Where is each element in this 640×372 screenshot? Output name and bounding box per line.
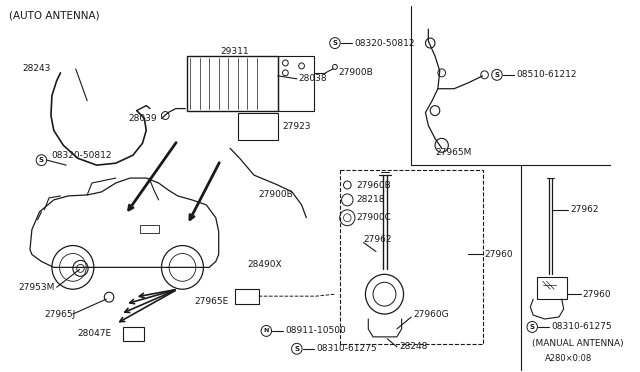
Text: S: S <box>495 72 499 78</box>
Text: S: S <box>39 157 44 163</box>
Text: 29311: 29311 <box>221 46 249 55</box>
Text: 27953M: 27953M <box>19 283 55 292</box>
Bar <box>124 327 145 341</box>
Text: 28248: 28248 <box>400 342 428 351</box>
Text: (MANUAL ANTENNA): (MANUAL ANTENNA) <box>532 339 624 348</box>
Bar <box>340 170 483 344</box>
Text: A280×0:08: A280×0:08 <box>545 354 592 363</box>
Bar <box>188 56 278 110</box>
Bar <box>278 56 314 110</box>
Text: 28243: 28243 <box>22 64 51 73</box>
Text: S: S <box>332 40 337 46</box>
Text: 27900B: 27900B <box>259 190 294 199</box>
Text: N: N <box>264 328 269 333</box>
Bar <box>235 289 259 304</box>
Text: 28490X: 28490X <box>247 260 282 269</box>
Text: 28218: 28218 <box>356 195 385 204</box>
Text: 28039: 28039 <box>128 114 157 123</box>
Text: 28047E: 28047E <box>77 329 112 339</box>
Text: 28038: 28038 <box>299 74 327 83</box>
Text: (AUTO ANTENNA): (AUTO ANTENNA) <box>9 10 100 20</box>
Text: 27965J: 27965J <box>44 310 76 318</box>
Text: 08911-10500: 08911-10500 <box>285 326 346 336</box>
Text: 08320-50812: 08320-50812 <box>354 39 415 48</box>
Text: 08320-50812: 08320-50812 <box>51 151 111 160</box>
Bar <box>537 277 568 299</box>
Text: 27962: 27962 <box>570 205 599 214</box>
Text: 27923: 27923 <box>282 122 311 131</box>
Text: 27960G: 27960G <box>413 310 449 318</box>
Text: 27900C: 27900C <box>356 213 391 222</box>
Text: 27960: 27960 <box>583 290 611 299</box>
Text: S: S <box>530 324 534 330</box>
Text: 27960B: 27960B <box>356 180 390 189</box>
Text: 27960: 27960 <box>484 250 513 259</box>
Text: 08310-61275: 08310-61275 <box>551 323 612 331</box>
Bar <box>140 225 159 232</box>
Text: 27962: 27962 <box>364 235 392 244</box>
Bar <box>237 113 278 140</box>
Text: 27965M: 27965M <box>435 148 472 157</box>
Text: S: S <box>294 346 300 352</box>
Text: 08310-61275: 08310-61275 <box>316 344 376 353</box>
Text: 08510-61212: 08510-61212 <box>516 70 577 79</box>
Text: 27965E: 27965E <box>194 296 228 306</box>
Text: 27900B: 27900B <box>339 68 374 77</box>
